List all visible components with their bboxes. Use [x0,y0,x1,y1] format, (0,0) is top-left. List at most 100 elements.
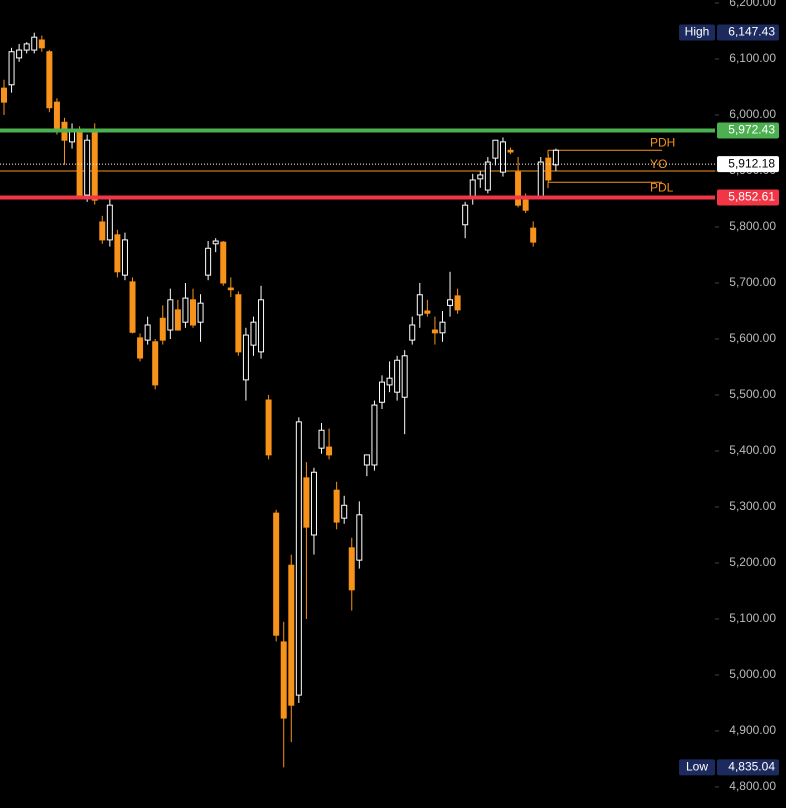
candle-body [341,504,348,519]
level-name: High [685,25,710,39]
candle-body [522,199,529,211]
candle-body [386,377,393,386]
candle-body [99,221,106,241]
candle-body [280,641,287,719]
y-tick-label: 5,100.00 [729,611,776,625]
candle-body [462,204,469,226]
y-tick-label: 5,800.00 [729,219,776,233]
y-tick-label: 5,300.00 [729,499,776,513]
y-tick-label: 5,500.00 [729,387,776,401]
candle-body [409,324,416,341]
y-tick-label: 5,000.00 [729,667,776,681]
candle-body [318,429,325,449]
y-tick-label: 5,600.00 [729,331,776,345]
level-value: 5,972.43 [728,123,775,137]
candle-body [484,161,491,191]
candle-body [84,139,91,196]
marker-label: PDL [650,180,674,194]
level-name-badge [679,24,715,41]
candle-body [137,337,144,359]
candle-body [454,295,461,311]
y-tick-label: 4,800.00 [729,779,776,793]
candle-body [8,51,15,86]
level-name-badge [679,759,715,776]
candle-body [371,404,378,466]
level-badge [717,156,779,173]
candle-body [190,299,196,326]
candle-body [235,294,242,353]
y-tick-label: 6,100.00 [729,51,776,65]
candle-body [394,359,401,393]
level-badge [717,122,779,139]
candle-body [152,341,159,386]
candle-body [439,321,446,334]
candle-body [205,247,212,276]
candle-body [91,129,98,201]
candle-body [16,49,23,59]
candle-body [447,299,454,306]
candle-body [273,512,280,636]
level-badge [717,189,779,206]
candle-body [242,334,249,381]
candle-body [492,139,499,159]
candle-body [295,421,302,696]
level-value: 4,835.04 [728,759,775,773]
marker-label: YO [650,157,667,171]
candle-body [46,51,53,109]
y-tick-label: 6,200.00 [729,0,776,9]
candle-body [303,477,310,528]
candle-body [258,299,265,353]
level-name: Low [686,759,708,773]
candle-body [167,299,174,331]
candle-body [499,141,506,173]
candle-body [431,329,438,334]
candle-body [76,129,83,196]
candle-body [38,39,45,49]
candle-body [250,321,257,346]
candle-body [265,399,272,456]
candle-body [416,294,423,316]
candle-body [53,101,60,131]
candle-body [552,149,559,166]
candle-body [197,302,204,323]
candle-body [379,381,385,403]
y-tick-label: 5,700.00 [729,275,776,289]
candle-body [401,355,408,398]
candle-body [23,43,30,51]
candle-body [477,174,484,180]
candle-body [537,161,544,198]
level-value: 5,852.61 [728,190,775,204]
candle-body [424,310,431,314]
candle-body [515,171,522,206]
candle-body [159,317,166,341]
candle-body [530,227,537,243]
y-tick-label: 6,000.00 [729,107,776,121]
candle-body [356,514,363,561]
candle-body [363,454,370,466]
level-value: 6,147.43 [728,25,775,39]
marker-label: PDH [650,135,675,149]
candle-body [174,309,181,331]
y-tick-label: 4,900.00 [729,723,776,737]
candle-body [333,489,340,523]
candle-body [469,179,476,197]
candle-body [106,204,113,241]
candle-body [212,240,219,245]
y-tick-label: 5,400.00 [729,443,776,457]
candle-body [129,281,136,333]
candle-body [1,87,7,103]
candle-body [144,324,151,341]
level-badge [717,759,779,776]
candle-body [507,149,514,153]
candle-body [182,297,189,323]
y-tick-label: 5,200.00 [729,555,776,569]
candle-body [114,234,121,273]
candle-body [545,157,552,181]
candle-body [326,446,333,456]
level-badge [717,24,779,41]
candle-body [31,36,38,51]
candle-body [310,471,317,536]
candle-body [348,547,355,591]
candle-body [227,287,234,291]
